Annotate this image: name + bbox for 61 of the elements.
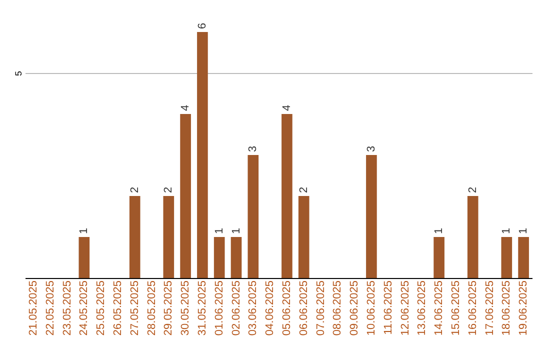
x-tick-label: 26.05.2025 [112,280,124,336]
data-label: 1 [213,228,226,234]
data-label: 1 [518,228,530,234]
data-label: 4 [180,104,192,111]
x-tick-label: 03.06.2025 [247,280,260,336]
bar [248,155,259,278]
bar [78,237,90,278]
x-tick-label: 17.06.2025 [484,280,496,336]
bar [180,114,191,278]
data-label: 2 [466,186,479,193]
data-label: 4 [280,104,293,111]
x-tick-label: 07.06.2025 [314,280,327,336]
x-tick-label: 23.05.2025 [61,280,74,336]
data-label: 2 [128,186,141,193]
bar [129,196,140,278]
x-tick-label: 28.05.2025 [146,280,158,336]
x-tick-label: 11.06.2025 [382,280,394,335]
data-label: 1 [500,228,513,234]
x-tick-label: 18.06.2025 [500,280,513,336]
x-tick-label: 21.05.2025 [27,280,40,336]
x-tick-label: 31.05.2025 [196,280,208,336]
x-tick-label: 29.05.2025 [162,280,175,336]
bar [282,114,292,278]
data-label: 2 [298,186,310,193]
x-tick-label: 12.06.2025 [399,280,412,336]
data-label: 3 [247,146,260,152]
data-label: 1 [78,228,90,234]
bar [518,237,529,278]
bar [366,155,377,278]
ref-line-label: 5 [14,70,24,76]
x-tick-label: 27.05.2025 [128,280,141,336]
x-tick-label: 22.05.2025 [44,280,56,336]
x-tick-label: 19.06.2025 [518,280,530,336]
x-tick-label: 05.06.2025 [280,280,293,336]
data-label: 1 [433,228,446,234]
data-label: 3 [365,146,378,152]
bar [501,237,512,278]
bar [434,237,444,278]
bar [197,32,208,278]
x-tick-label: 01.06.2025 [213,280,226,336]
x-tick-label: 13.06.2025 [416,280,428,336]
bar [230,237,242,278]
bar [214,237,225,278]
data-label: 6 [196,22,208,29]
x-tick-label: 02.06.2025 [230,280,242,336]
bar [298,196,310,278]
x-tick-label: 25.05.2025 [95,280,108,336]
x-tick-label: 14.06.2025 [433,280,446,336]
x-tick-label: 09.06.2025 [348,280,361,336]
x-tick-label: 08.06.2025 [332,280,344,336]
data-label: 1 [230,228,242,234]
x-tick-label: 06.06.2025 [298,280,310,336]
x-tick-label: 04.06.2025 [264,280,276,336]
data-label: 2 [162,186,175,193]
bar [163,196,174,278]
x-tick-label: 16.06.2025 [466,280,479,336]
bar [467,196,478,278]
x-tick-label: 30.05.2025 [180,280,192,336]
x-tick-label: 10.06.2025 [365,280,378,336]
x-tick-label: 15.06.2025 [450,280,462,336]
x-tick-label: 24.05.2025 [78,280,90,336]
